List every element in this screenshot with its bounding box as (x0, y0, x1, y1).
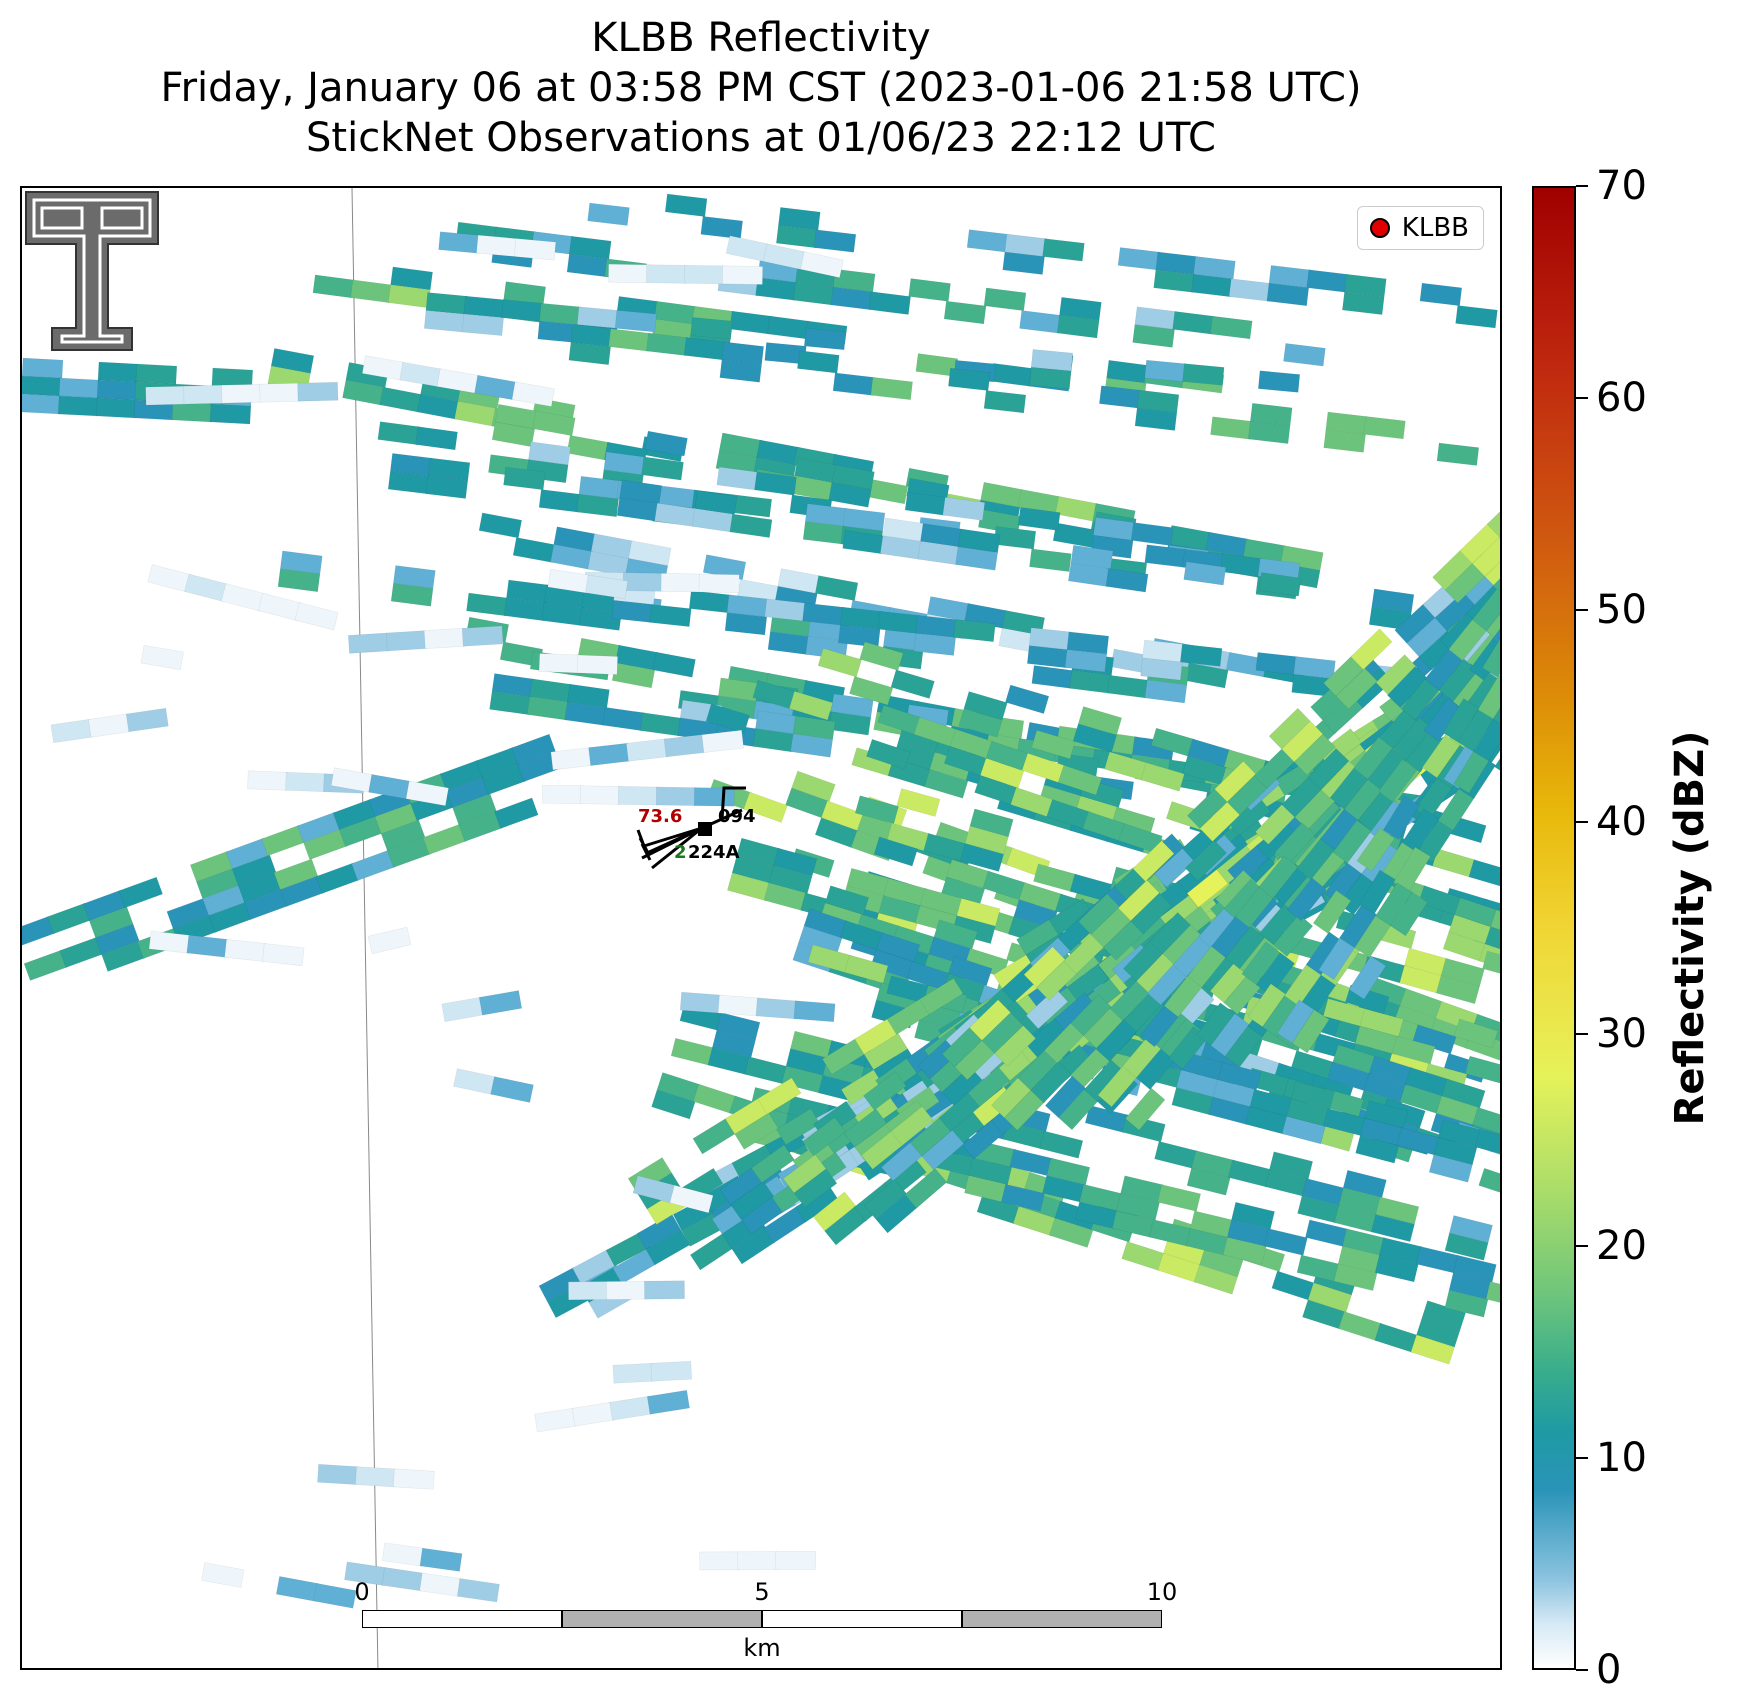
colorbar-tick-label: 40 (1596, 799, 1647, 845)
scale-tick-10: 10 (1146, 1578, 1178, 1606)
title-line-1: KLBB Reflectivity (591, 15, 931, 61)
colorbar-tick-label: 60 (1596, 375, 1647, 421)
colorbar-tick-mark (1576, 185, 1588, 187)
colorbar-tick-label: 10 (1596, 1435, 1647, 1481)
colorbar-tick-mark (1576, 1033, 1588, 1035)
scale-segment (562, 1610, 762, 1628)
scale-bar: 0 5 10 km (354, 1578, 1177, 1662)
station-pressure: 094 (718, 806, 756, 827)
legend-label: KLBB (1401, 213, 1469, 243)
colorbar-tick-label: 70 (1596, 163, 1647, 209)
title-line-3: StickNet Observations at 01/06/23 22:12 … (306, 115, 1216, 161)
colorbar-tick-mark (1576, 821, 1588, 823)
reflectivity-field (22, 188, 1500, 1668)
radar-map[interactable]: KLBB 73.6 094 2 224A 0 5 10 km (20, 186, 1502, 1670)
colorbar-tick-label: 20 (1596, 1223, 1647, 1269)
station-dewpoint: 2 (674, 842, 687, 863)
colorbar (1532, 186, 1576, 1670)
scale-tick-5: 5 (754, 1578, 770, 1606)
scale-unit: km (743, 1634, 781, 1662)
title-line-2: Friday, January 06 at 03:58 PM CST (2023… (160, 65, 1362, 111)
scale-tick-0: 0 (354, 1578, 370, 1606)
colorbar-tick-label: 30 (1596, 1011, 1647, 1057)
scale-segment (762, 1610, 962, 1628)
colorbar-tick-label: 0 (1596, 1647, 1622, 1693)
scale-segment (962, 1610, 1162, 1628)
klbb-marker-icon (1369, 218, 1390, 238)
colorbar-tick-mark (1576, 397, 1588, 399)
map-legend: KLBB (1356, 206, 1484, 250)
station-temperature: 73.6 (638, 806, 683, 827)
scale-segment (362, 1610, 562, 1628)
colorbar-tick-mark (1576, 1245, 1588, 1247)
station-id: 224A (688, 842, 740, 863)
colorbar-tick-mark (1576, 1457, 1588, 1459)
colorbar-label: Reflectivity (dBZ) (1667, 730, 1713, 1126)
colorbar-tick-mark (1576, 609, 1588, 611)
colorbar-tick-mark (1576, 1669, 1588, 1671)
wind-barb-icon (636, 786, 746, 870)
texas-tech-double-t-logo (25, 191, 159, 351)
colorbar-tick-label: 50 (1596, 587, 1647, 633)
